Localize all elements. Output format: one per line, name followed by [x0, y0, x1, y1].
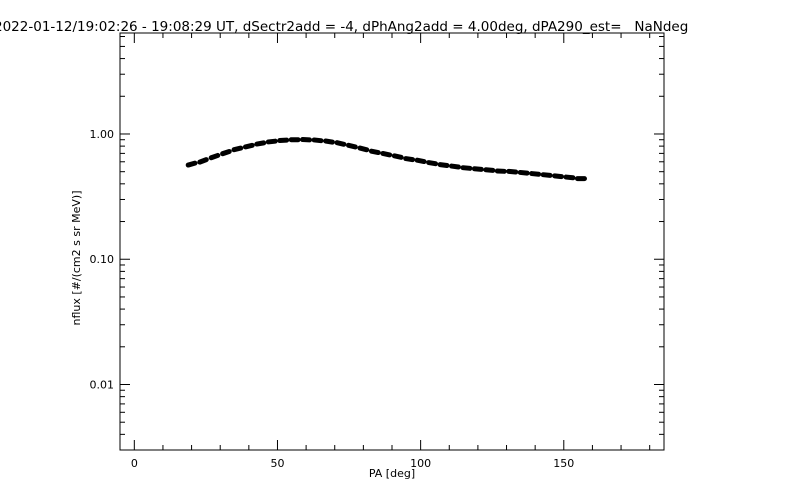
- data-point: [529, 171, 542, 177]
- axis-ticks: [120, 33, 664, 451]
- data-point: [414, 157, 427, 165]
- data-point: [403, 156, 416, 163]
- data-point: [368, 148, 381, 156]
- y-axis-label: nflux [#/(cm2 s sr MeV)]: [70, 191, 83, 326]
- y-tick-label: 0.10: [90, 253, 115, 266]
- data-point: [357, 145, 370, 153]
- data-point: [208, 152, 221, 161]
- chart-title: 2022-01-12/19:02:26 - 19:08:29 UT, dSect…: [0, 19, 688, 35]
- data-point: [540, 172, 553, 178]
- data-point: [254, 140, 267, 147]
- y-tick-label: 0.01: [90, 379, 115, 392]
- data-point: [311, 137, 324, 144]
- data-point: [346, 142, 358, 150]
- data-point: [185, 160, 198, 168]
- data-point: [437, 162, 450, 168]
- data-point: [552, 173, 565, 180]
- data-point: [449, 163, 461, 170]
- plot-frame: [119, 32, 665, 451]
- data-point: [517, 169, 530, 176]
- data-point: [460, 165, 473, 171]
- data-point: [506, 168, 519, 175]
- data-series: [185, 137, 587, 182]
- data-point: [563, 174, 576, 181]
- data-point: [323, 138, 335, 145]
- data-point: [483, 167, 496, 173]
- data-point: [231, 145, 244, 153]
- data-point: [426, 160, 439, 167]
- data-point: [471, 166, 484, 172]
- x-tick-label: 50: [270, 457, 284, 470]
- data-point: [380, 150, 393, 158]
- x-tick-label: 150: [553, 457, 574, 470]
- y-tick-label: 1.00: [90, 128, 115, 141]
- data-point: [391, 153, 404, 160]
- data-point: [334, 140, 347, 147]
- x-tick-label: 0: [131, 457, 138, 470]
- data-point: [220, 149, 232, 157]
- x-axis-label: PA [deg]: [369, 467, 415, 480]
- data-point: [265, 138, 278, 145]
- data-point: [242, 142, 255, 150]
- tick-labels: 0 50 100 150 1.00 0.10 0.01: [90, 128, 575, 470]
- x-tick-label: 100: [410, 457, 431, 470]
- data-point: [197, 157, 209, 165]
